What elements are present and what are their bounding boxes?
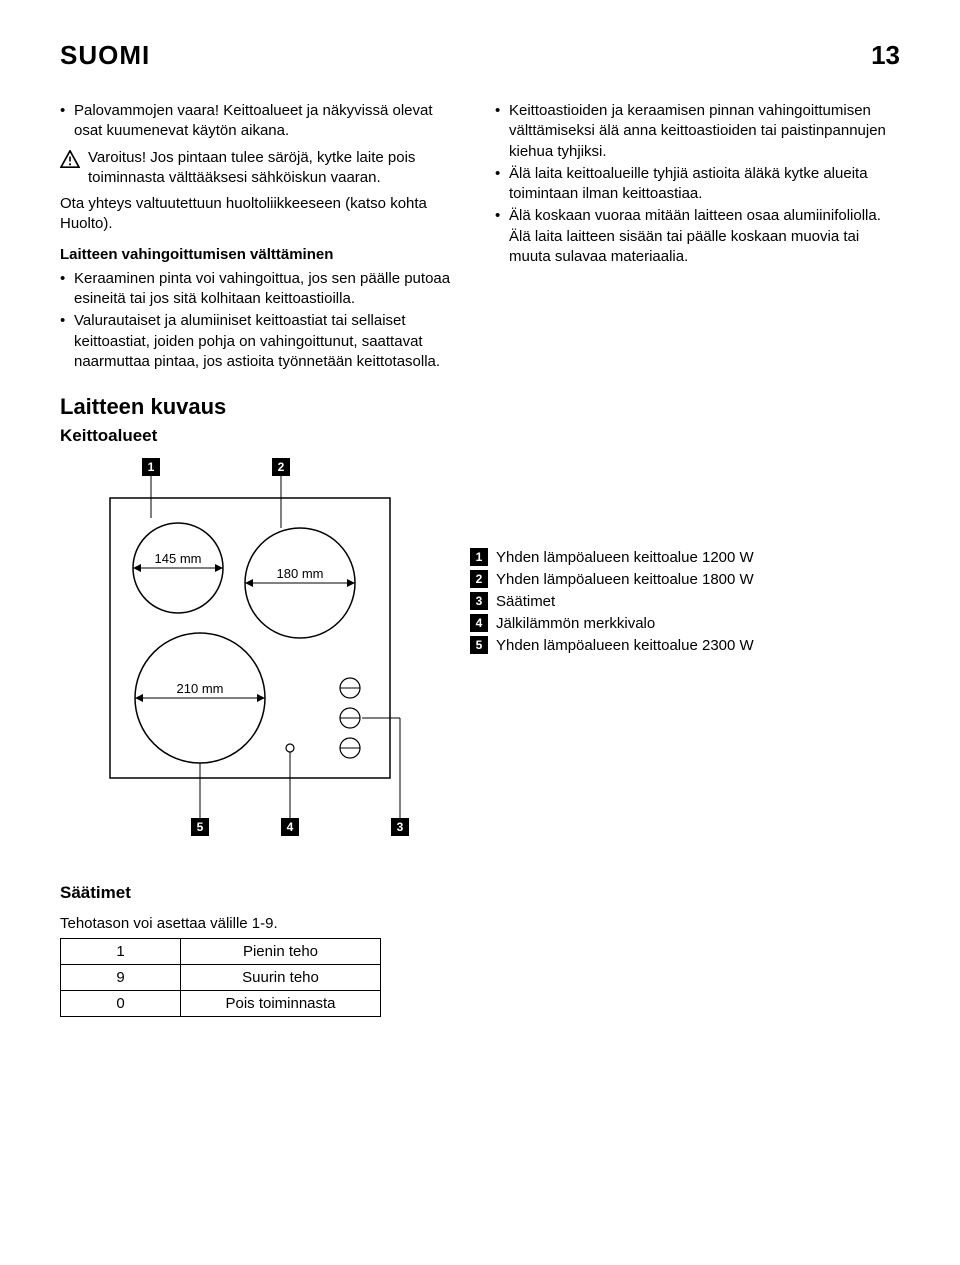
bullet-item: Älä koskaan vuoraa mitään laitteen osaa … xyxy=(495,206,900,267)
section-title: Laitteen kuvaus xyxy=(60,394,900,420)
legend-num: 5 xyxy=(470,636,488,654)
legend-num: 2 xyxy=(470,570,488,588)
legend-num: 4 xyxy=(470,614,488,632)
section-subtitle: Keittoalueet xyxy=(60,426,900,446)
table-cell: Pois toiminnasta xyxy=(181,991,381,1017)
settings-heading: Säätimet xyxy=(60,883,900,903)
table-cell: Suurin teho xyxy=(181,965,381,991)
dim-145: 145 mm xyxy=(155,551,202,566)
right-column: Keittoastioiden ja keraamisen pinnan vah… xyxy=(495,101,900,374)
legend-item: 2 Yhden lämpöalueen keittoalue 1800 W xyxy=(470,570,900,588)
table-row: 1 Pienin teho xyxy=(61,939,381,965)
dim-180: 180 mm xyxy=(277,566,324,581)
legend-text: Yhden lämpöalueen keittoalue 1200 W xyxy=(496,549,754,566)
bullet-item: Palovammojen vaara! Keittoalueet ja näky… xyxy=(60,101,465,142)
legend-item: 4 Jälkilämmön merkkivalo xyxy=(470,614,900,632)
bullet-item: Keittoastioiden ja keraamisen pinnan vah… xyxy=(495,101,900,162)
bullet-item: Älä laita keittoalueille tyhjiä astioita… xyxy=(495,164,900,205)
table-cell: 1 xyxy=(61,939,181,965)
left-column: Palovammojen vaara! Keittoalueet ja näky… xyxy=(60,101,465,374)
page-number: 13 xyxy=(871,40,900,71)
paragraph: Ota yhteys valtuutettuun huoltoliikkeese… xyxy=(60,194,465,235)
label-2: 2 xyxy=(278,460,285,474)
table-cell: 9 xyxy=(61,965,181,991)
legend-item: 1 Yhden lämpöalueen keittoalue 1200 W xyxy=(470,548,900,566)
diagram-and-legend: 1 2 145 mm 180 mm 210 mm xyxy=(60,458,900,863)
label-3: 3 xyxy=(397,820,404,834)
legend-text: Yhden lämpöalueen keittoalue 2300 W xyxy=(496,637,754,654)
label-5: 5 xyxy=(197,820,204,834)
label-1: 1 xyxy=(148,460,155,474)
control-knobs xyxy=(340,678,360,758)
warning-icon xyxy=(60,150,80,168)
table-cell: 0 xyxy=(61,991,181,1017)
warning-text: Varoitus! Jos pintaan tulee säröjä, kytk… xyxy=(88,148,465,189)
dim-210: 210 mm xyxy=(177,681,224,696)
bullet-item: Keraaminen pinta voi vahingoittua, jos s… xyxy=(60,269,465,310)
content-columns: Palovammojen vaara! Keittoalueet ja näky… xyxy=(60,101,900,374)
power-table: 1 Pienin teho 9 Suurin teho 0 Pois toimi… xyxy=(60,938,381,1017)
label-4: 4 xyxy=(287,820,294,834)
legend-item: 3 Säätimet xyxy=(470,592,900,610)
subsection-heading: Laitteen vahingoittumisen välttäminen xyxy=(60,245,465,265)
legend-text: Jälkilämmön merkkivalo xyxy=(496,615,655,632)
warning-block: Varoitus! Jos pintaan tulee säröjä, kytk… xyxy=(60,148,465,189)
bullet-item: Valurautaiset ja alumiiniset keittoastia… xyxy=(60,311,465,372)
legend-num: 1 xyxy=(470,548,488,566)
settings-text: Tehotason voi asettaa välille 1-9. xyxy=(60,915,900,932)
legend-num: 3 xyxy=(470,592,488,610)
legend: 1 Yhden lämpöalueen keittoalue 1200 W 2 … xyxy=(470,458,900,658)
table-cell: Pienin teho xyxy=(181,939,381,965)
legend-text: Säätimet xyxy=(496,593,555,610)
page-header: SUOMI 13 xyxy=(60,40,900,71)
table-row: 0 Pois toiminnasta xyxy=(61,991,381,1017)
table-row: 9 Suurin teho xyxy=(61,965,381,991)
legend-item: 5 Yhden lämpöalueen keittoalue 2300 W xyxy=(470,636,900,654)
cooktop-diagram: 1 2 145 mm 180 mm 210 mm xyxy=(60,458,430,863)
doc-language: SUOMI xyxy=(60,40,150,71)
legend-text: Yhden lämpöalueen keittoalue 1800 W xyxy=(496,571,754,588)
